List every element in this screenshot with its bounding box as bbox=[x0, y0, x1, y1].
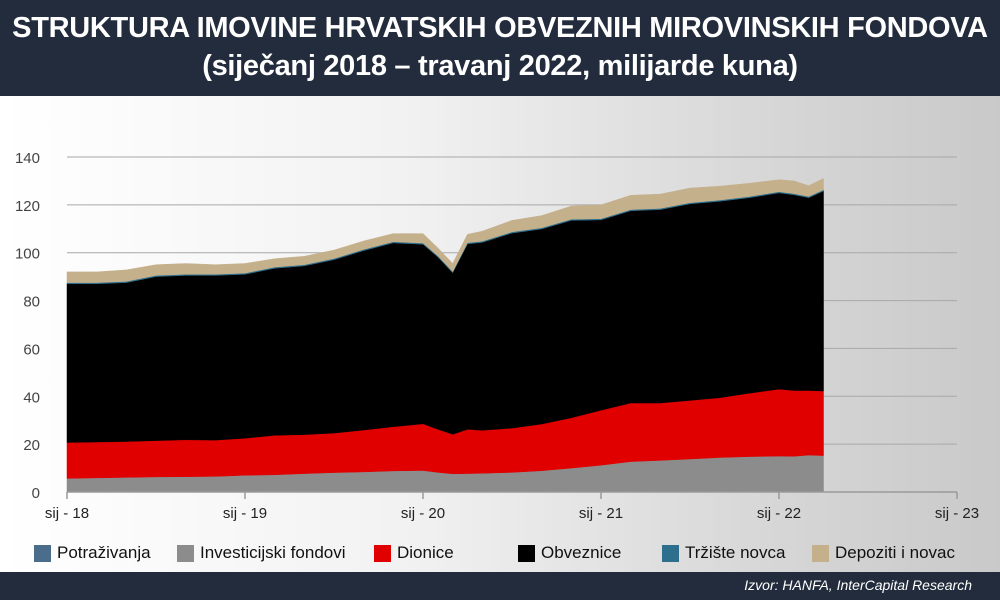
legend-label-trziste-novca: Tržište novca bbox=[685, 543, 786, 562]
y-tick-label-80: 80 bbox=[23, 294, 40, 311]
x-tick-label-3: sij - 21 bbox=[579, 505, 623, 522]
legend-swatch-trziste-novca bbox=[662, 544, 679, 562]
legend-label-dionice: Dionice bbox=[397, 543, 454, 562]
legend-item-trziste-novca: Tržište novca bbox=[662, 538, 785, 568]
y-tick-label-20: 20 bbox=[23, 437, 40, 454]
x-tick-label-5: sij - 23 bbox=[935, 505, 979, 522]
stacked-area-chart: 0 20 40 60 80 100 120 140 sij - 18 sij - 19 sij - … bbox=[15, 150, 979, 522]
chart-subtitle: (siječanj 2018 – travanj 2022, milijarde… bbox=[202, 50, 798, 82]
legend-item-potrazivanja: Potraživanja bbox=[34, 538, 151, 568]
chart-header: STRUKTURA IMOVINE HRVATSKIH OBVEZNIH MIR… bbox=[0, 0, 1000, 96]
legend-item-obveznice: Obveznice bbox=[518, 538, 621, 568]
legend-swatch-dionice bbox=[374, 544, 391, 562]
legend-item-dionice: Dionice bbox=[374, 538, 454, 568]
legend-swatch-potrazivanja bbox=[34, 544, 51, 562]
legend-item-investicijski-fondovi: Investicijski fondovi bbox=[177, 538, 346, 568]
legend-swatch-depoziti-i-novac bbox=[812, 544, 829, 562]
legend-label-investicijski-fondovi: Investicijski fondovi bbox=[200, 543, 346, 562]
legend-swatch-investicijski-fondovi bbox=[177, 544, 194, 562]
legend: Potraživanja Investicijski fondovi Dioni… bbox=[0, 538, 1000, 568]
y-tick-label-100: 100 bbox=[15, 246, 40, 263]
x-tick-label-0: sij - 18 bbox=[45, 505, 89, 522]
y-tick-label-120: 120 bbox=[15, 198, 40, 215]
y-tick-label-140: 140 bbox=[15, 150, 40, 167]
legend-label-depoziti-i-novac: Depoziti i novac bbox=[835, 543, 956, 562]
chart-title: STRUKTURA IMOVINE HRVATSKIH OBVEZNIH MIR… bbox=[12, 12, 988, 44]
legend-item-depoziti-i-novac: Depoziti i novac bbox=[812, 538, 955, 568]
y-tick-label-60: 60 bbox=[23, 341, 40, 358]
footer: Izvor: HANFA, InterCapital Research bbox=[0, 572, 1000, 600]
legend-label-potrazivanja: Potraživanja bbox=[57, 543, 151, 562]
area-depoziti-i-novac bbox=[66, 178, 824, 283]
y-tick-label-0: 0 bbox=[32, 485, 40, 502]
x-tick-label-2: sij - 20 bbox=[401, 505, 445, 522]
legend-swatch-obveznice bbox=[518, 544, 535, 562]
x-tick-label-4: sij - 22 bbox=[757, 505, 801, 522]
legend-label-obveznice: Obveznice bbox=[541, 543, 622, 562]
source-note: Izvor: HANFA, InterCapital Research bbox=[744, 577, 972, 593]
x-tick-label-1: sij - 19 bbox=[223, 505, 267, 522]
y-tick-label-40: 40 bbox=[23, 389, 40, 406]
